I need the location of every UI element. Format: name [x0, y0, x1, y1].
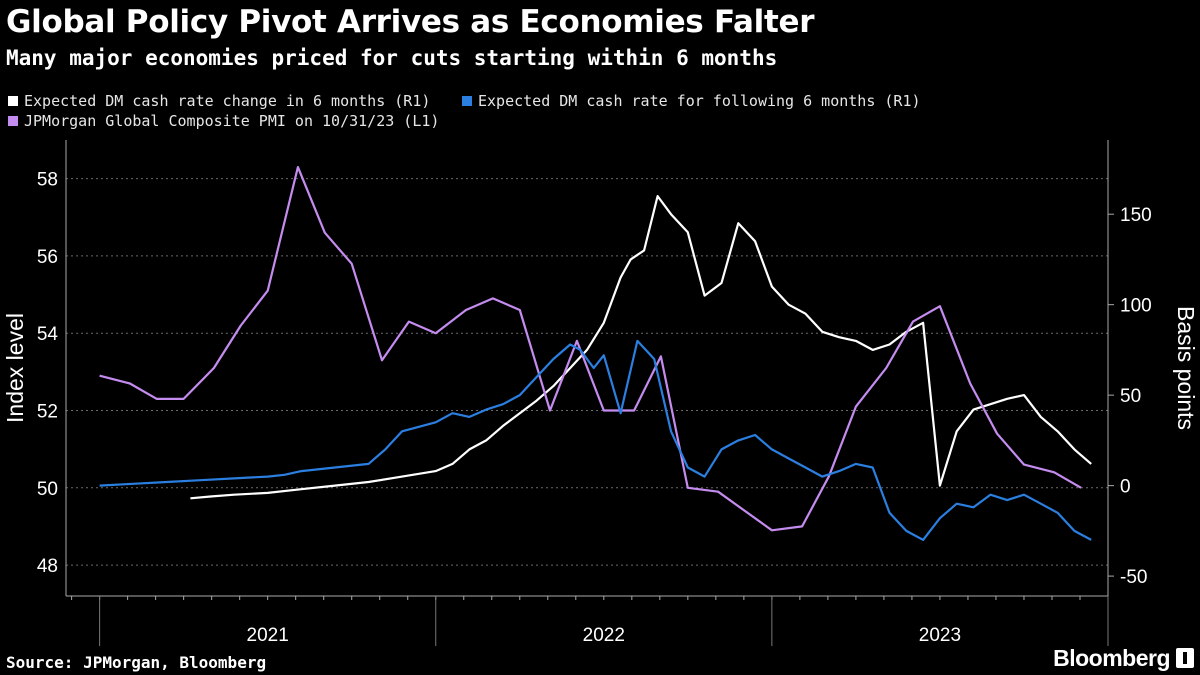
left-axis-title: Index level	[2, 313, 28, 423]
legend-item-purple: JPMorgan Global Composite PMI on 10/31/2…	[8, 112, 439, 130]
legend-label-white: Expected DM cash rate change in 6 months…	[24, 92, 431, 110]
right-tick-label: 0	[1120, 477, 1131, 498]
bloomberg-terminal-icon	[1176, 648, 1194, 668]
axes	[65, 140, 1114, 646]
legend-label-purple: JPMorgan Global Composite PMI on 10/31/2…	[24, 112, 440, 130]
chart-title: Global Policy Pivot Arrives as Economies…	[6, 4, 815, 40]
legend-item-white: Expected DM cash rate change in 6 months…	[8, 92, 430, 110]
right-tick-label: 150	[1120, 205, 1152, 226]
left-tick-label: 56	[37, 247, 58, 268]
right-tick-label: -50	[1120, 567, 1147, 588]
series-line-cash-rate-following	[99, 339, 1092, 542]
x-tick-label: 2022	[583, 625, 625, 646]
left-tick-label: 50	[37, 479, 58, 500]
source-note: Source: JPMorgan, Bloomberg	[6, 653, 267, 672]
right-axis-title: Basis points	[1173, 306, 1199, 430]
legend-item-blue: Expected DM cash rate for following 6 mo…	[462, 92, 921, 110]
series-line-cash-rate-change	[190, 195, 1092, 500]
left-tick-label: 58	[37, 170, 58, 191]
gridlines	[66, 178, 1108, 566]
legend-label-blue: Expected DM cash rate for following 6 mo…	[478, 92, 921, 110]
x-tick-label: 2023	[919, 625, 961, 646]
series-lines	[99, 166, 1092, 542]
legend-swatch-white	[8, 96, 18, 106]
right-tick-label: 50	[1120, 386, 1141, 407]
legend-swatch-purple	[8, 116, 18, 126]
x-tick-label: 2021	[247, 625, 289, 646]
right-tick-label: 100	[1120, 296, 1152, 317]
legend-swatch-blue	[462, 96, 472, 106]
chart-subtitle: Many major economies priced for cuts sta…	[6, 46, 778, 70]
left-tick-label: 52	[37, 402, 58, 423]
left-tick-label: 54	[37, 324, 59, 345]
bloomberg-logo: Bloomberg	[1053, 645, 1170, 671]
axis-labels: 48 50 52 54 56 58 -50 0 50 100 150 2021 2022 2023 Inde…	[2, 170, 1199, 646]
left-tick-label: 48	[37, 556, 58, 577]
series-line-pmi	[99, 166, 1082, 532]
